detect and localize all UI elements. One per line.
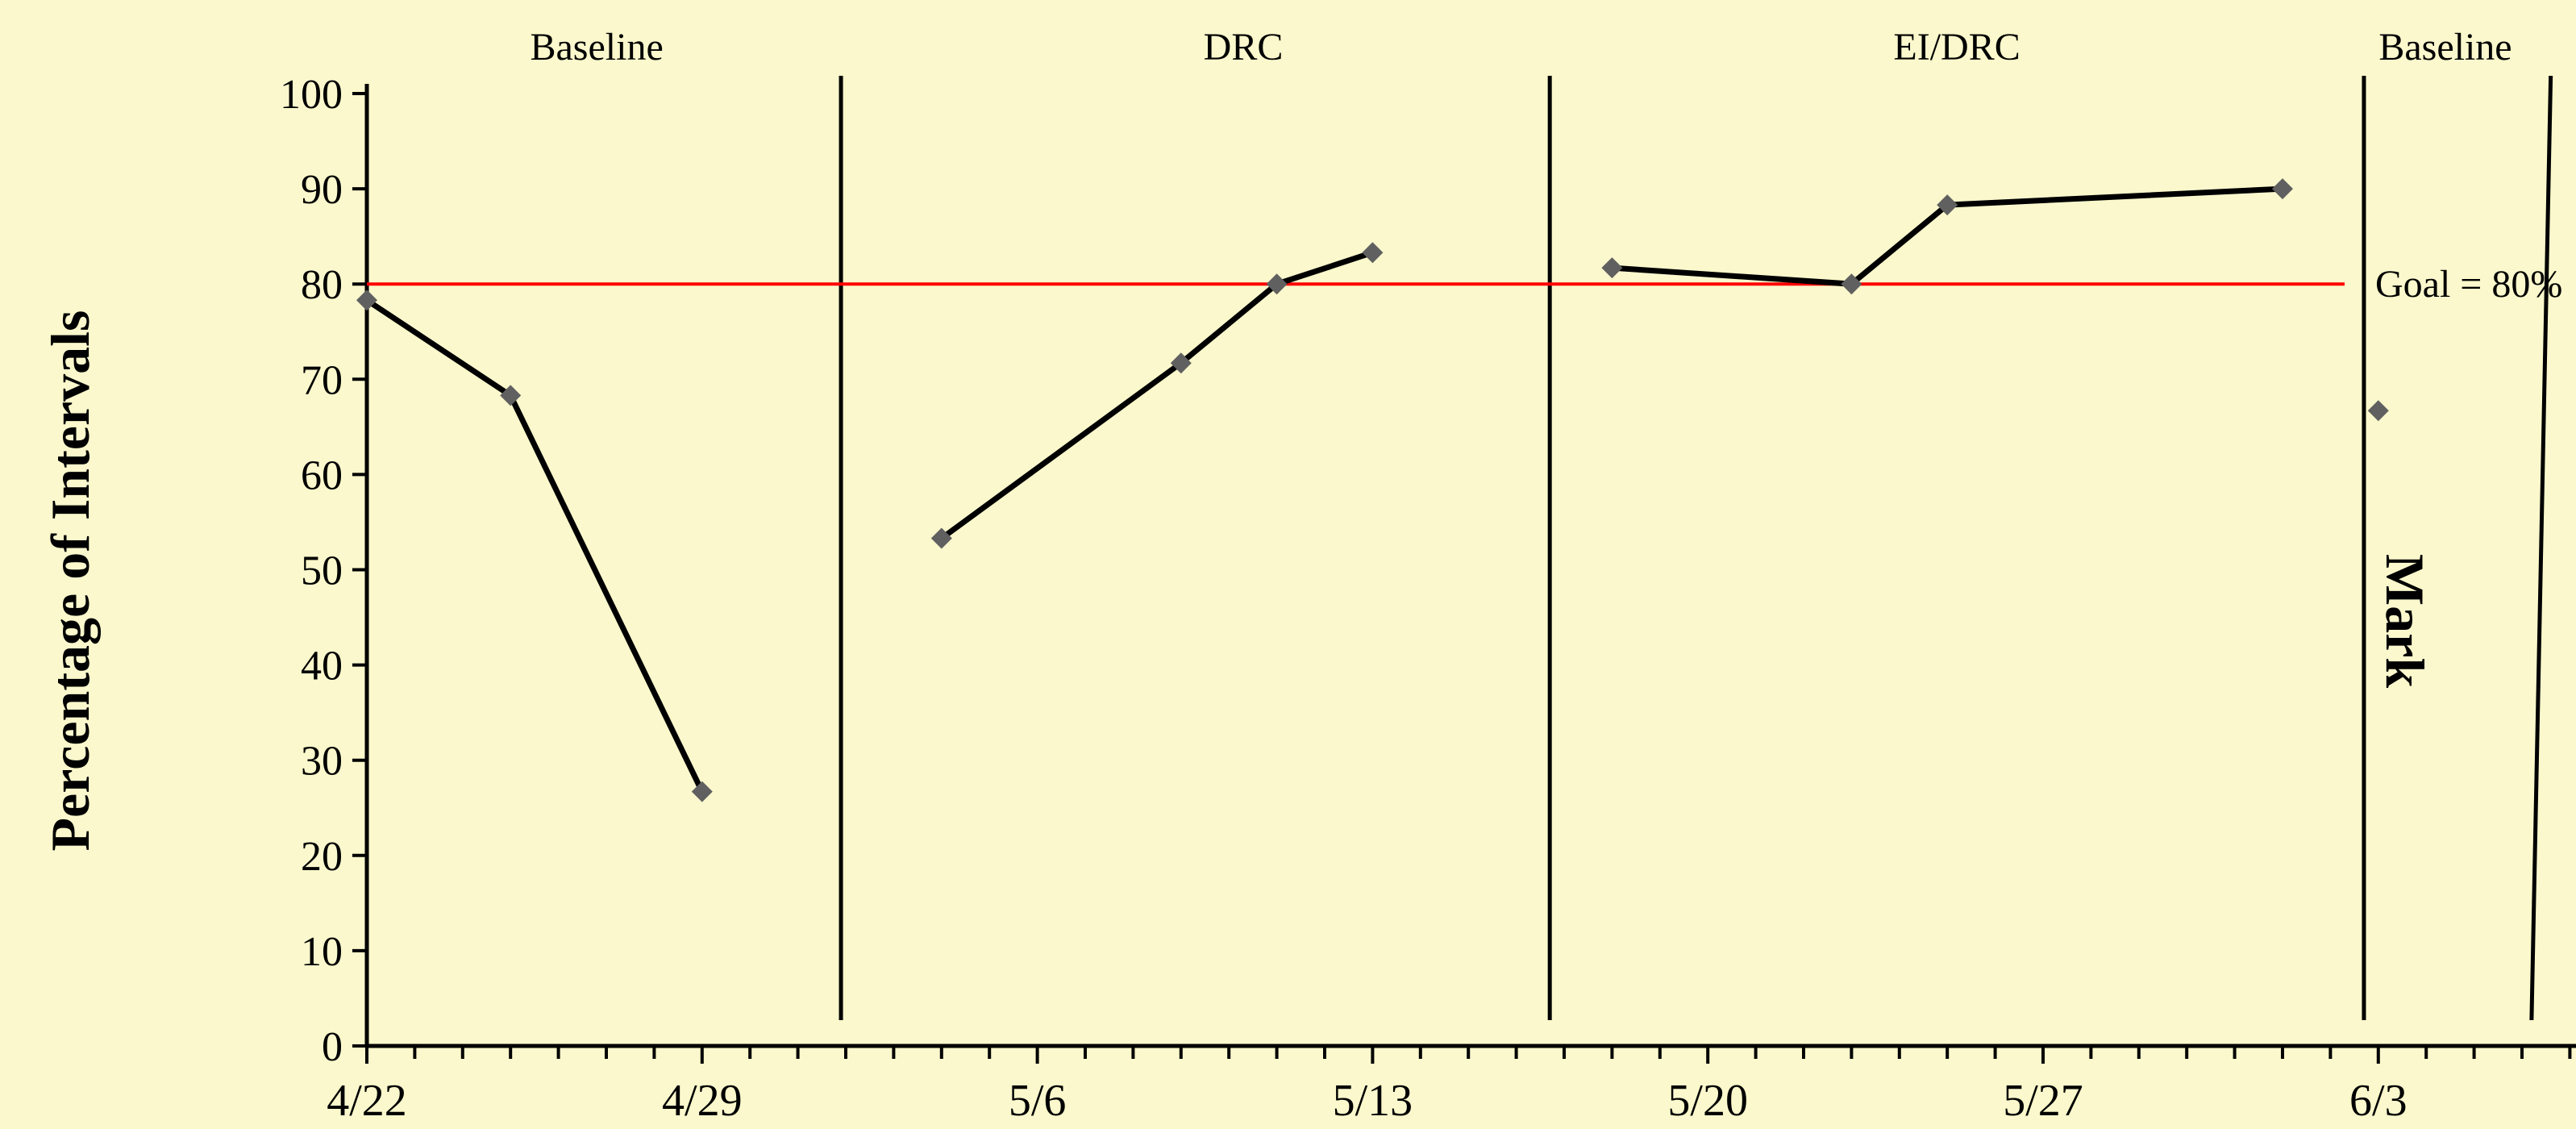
x-tick-label: 5/20 xyxy=(1667,1076,1748,1126)
data-point xyxy=(1266,273,1288,295)
series-line xyxy=(1612,185,2283,287)
y-tick-label: 90 xyxy=(301,167,343,213)
y-tick-label: 70 xyxy=(301,357,343,403)
y-tick-label: 10 xyxy=(301,929,343,975)
x-tick-label: 5/27 xyxy=(2003,1076,2083,1126)
goal-layer: Goal = 80% xyxy=(367,263,2562,306)
y-tick-label: 40 xyxy=(301,644,343,689)
y-tick-label: 20 xyxy=(301,834,343,880)
x-tick-label: 5/6 xyxy=(1009,1076,1067,1126)
x-tick-label: 6/3 xyxy=(2349,1076,2407,1126)
series-line xyxy=(939,249,1374,541)
axes-layer: 0 10 20 30 40 50 60 70 80 90 100 4/22 4/29 5/6 5/13 5/2… xyxy=(280,72,2576,1126)
data-point xyxy=(930,527,952,549)
x-tick-label: 5/13 xyxy=(1333,1076,1413,1126)
goal-label: Goal = 80% xyxy=(2375,263,2562,306)
data-point xyxy=(691,781,713,802)
data-point xyxy=(1841,273,1862,295)
phase-label: DRC xyxy=(1204,26,1284,69)
y-tick-label: 60 xyxy=(301,452,343,498)
data-point xyxy=(500,385,522,406)
right-axis-label: Mark xyxy=(2374,554,2436,688)
x-tick-label: 4/22 xyxy=(327,1076,407,1126)
y-tick-label: 30 xyxy=(301,739,343,785)
data-point xyxy=(1362,242,1384,264)
phase-label: Baseline xyxy=(2378,26,2511,69)
data-point xyxy=(1937,194,1958,216)
x-tick-label: 4/29 xyxy=(662,1076,743,1126)
data-point xyxy=(356,290,377,311)
y-tick-label: 50 xyxy=(301,548,343,594)
data-point xyxy=(1170,352,1192,374)
y-tick-label: 100 xyxy=(280,72,343,118)
data-point xyxy=(1601,257,1623,279)
phase-label: Baseline xyxy=(530,26,663,69)
phase-label: EI/DRC xyxy=(1893,26,2020,69)
y-axis-label: Percentage of Intervals xyxy=(40,310,101,852)
y-tick-label: 80 xyxy=(301,262,343,308)
series-layer xyxy=(356,178,2389,802)
y-tick-label: 0 xyxy=(322,1024,343,1070)
data-point xyxy=(2272,178,2293,200)
series-line xyxy=(365,298,705,794)
phase-change-line xyxy=(2529,75,2553,1021)
data-point xyxy=(2367,400,2389,422)
